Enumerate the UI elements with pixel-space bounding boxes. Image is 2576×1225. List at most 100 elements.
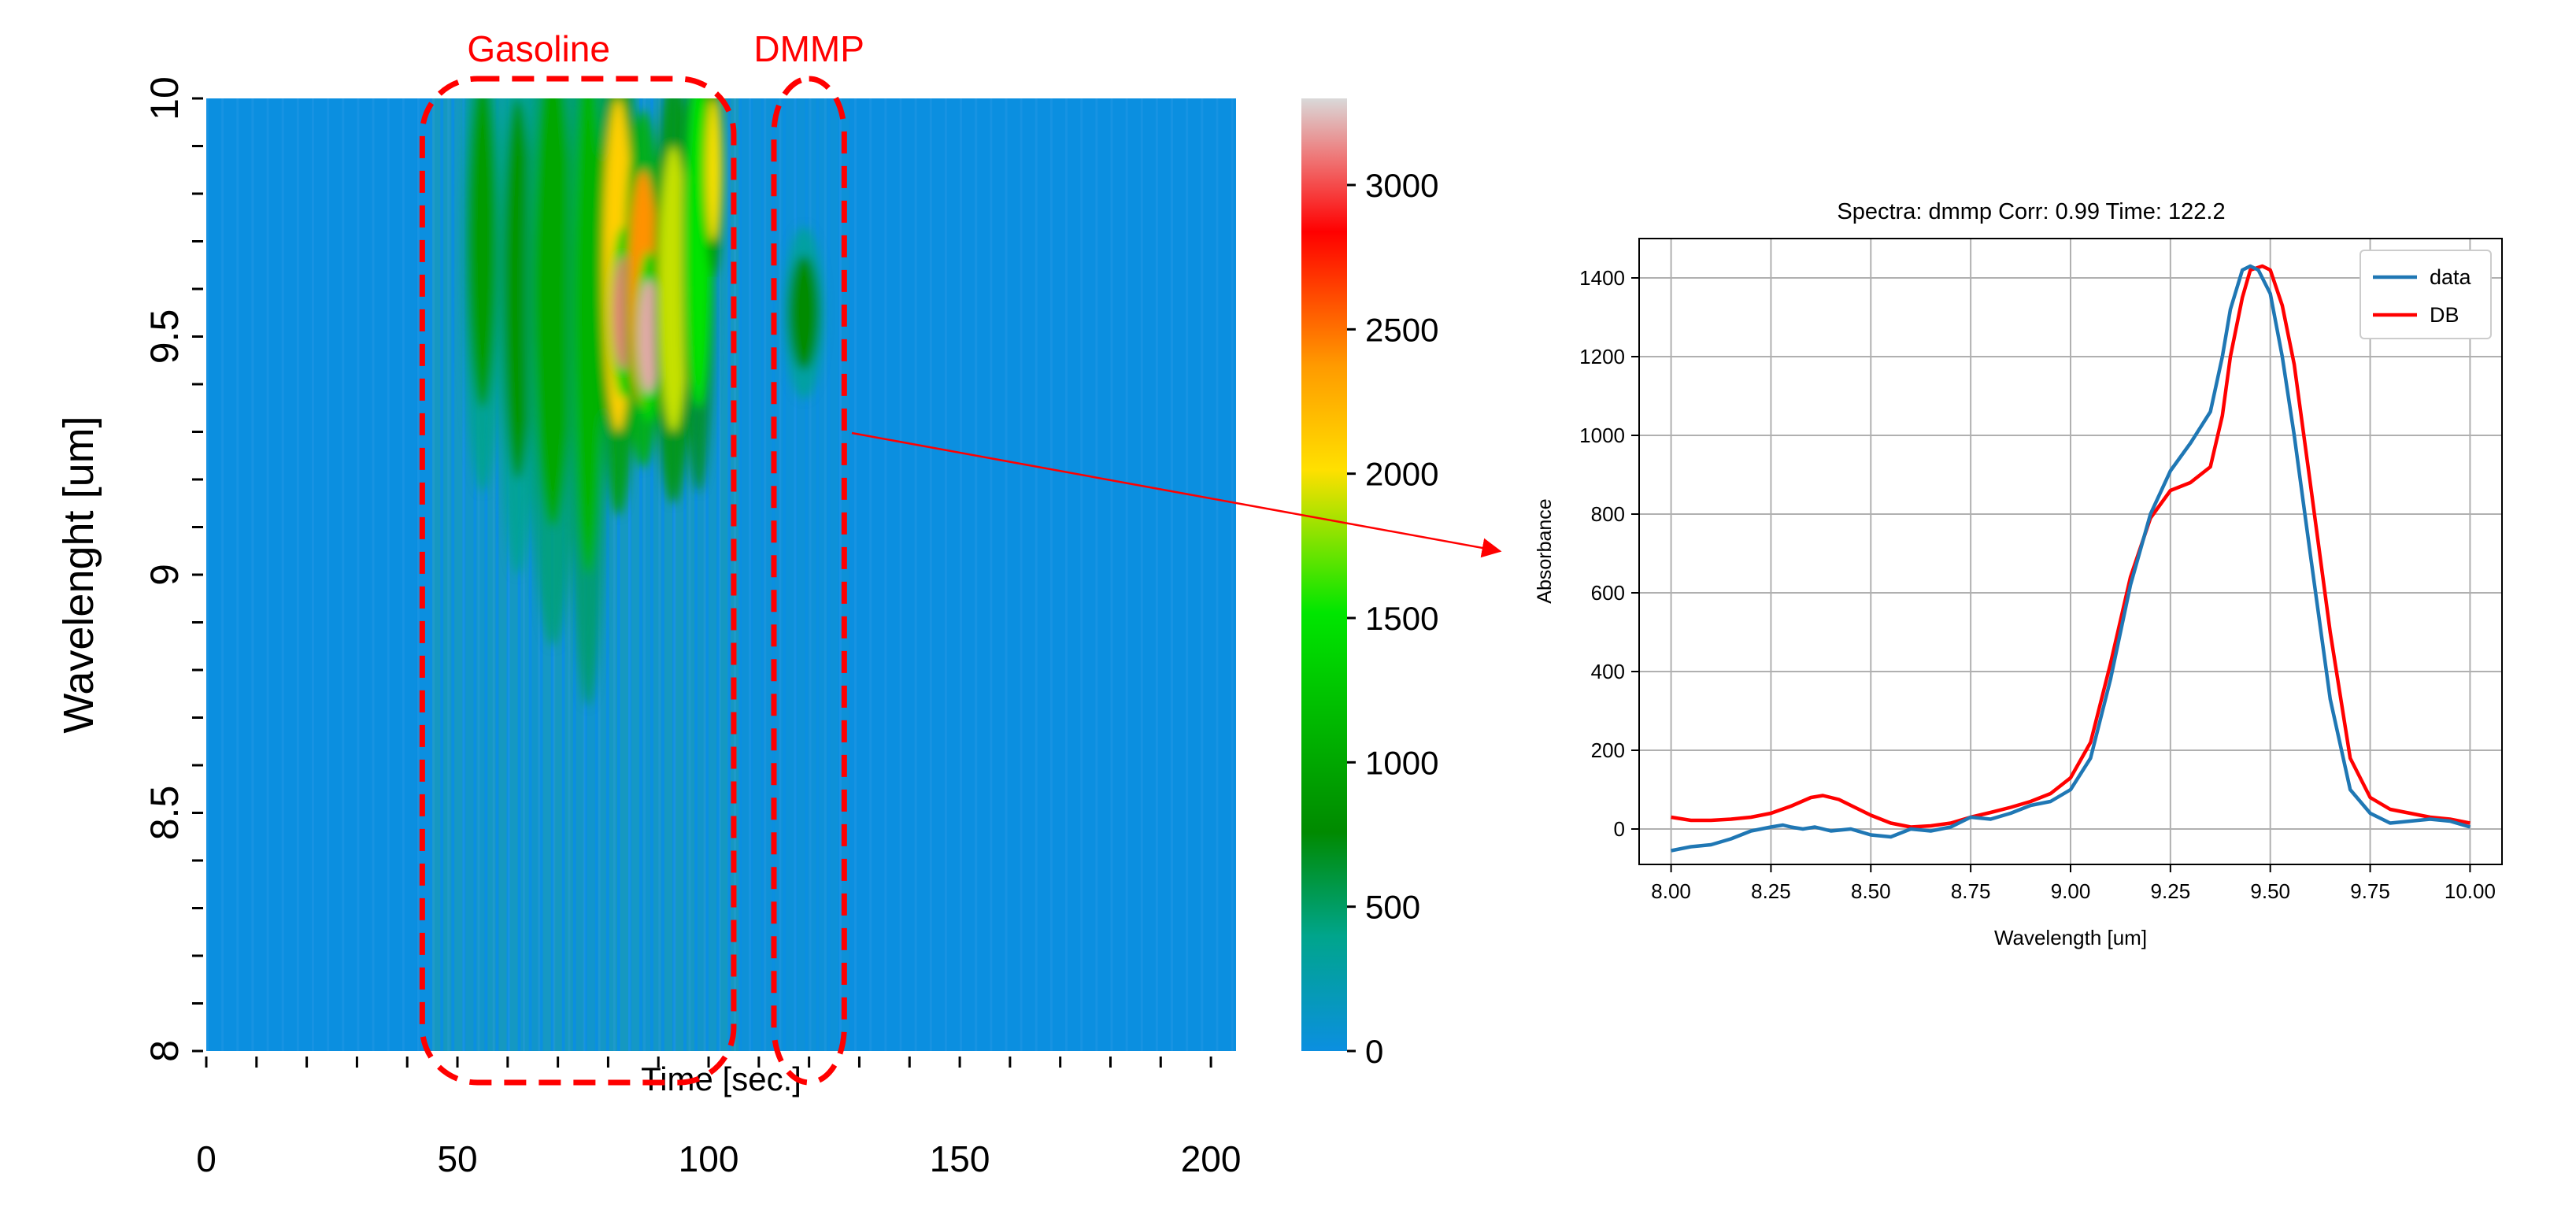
heatmap-grain [1034, 98, 1038, 1051]
colorbar-tick-label: 1500 [1365, 600, 1438, 637]
heatmap-grain [944, 98, 947, 1051]
heatmap-streak [819, 98, 827, 1051]
line-chart-x-tick-label: 10.00 [2445, 879, 2496, 903]
heatmap-grain [327, 98, 330, 1051]
heatmap-y-tick-label: 8.5 [142, 786, 187, 841]
heatmap-streak [664, 98, 673, 1051]
heatmap-grain [914, 98, 917, 1051]
heatmap-streak [797, 98, 805, 1051]
line-chart-y-axis: 0 200 400 600 800 1000 1200 1400 [1579, 266, 1639, 841]
line-chart-x-tick-label: 8.00 [1651, 879, 1691, 903]
annotation-label-gasoline: Gasoline [467, 28, 610, 69]
line-chart-x-tick-label: 9.75 [2350, 879, 2390, 903]
colorbar-tick-label: 2500 [1365, 311, 1438, 348]
heatmap-hotspot [638, 279, 659, 394]
heatmap-streak [709, 98, 717, 1051]
series-line-data [1671, 264, 2471, 853]
heatmap-grain [718, 98, 721, 1051]
line-chart-y-tick-label: 200 [1591, 738, 1625, 762]
heatmap-streak [465, 98, 474, 1051]
colorbar-tick-label: 2000 [1365, 456, 1438, 493]
line-chart-x-axis: 8.00 8.25 8.50 8.75 9.00 9.25 9.50 9.75 10.00 [1651, 864, 2496, 903]
line-chart-x-tick-label: 8.75 [1951, 879, 1991, 903]
heatmap-grain [266, 98, 269, 1051]
heatmap-x-tick-label: 100 [679, 1138, 739, 1179]
heatmap-grain [1020, 98, 1023, 1051]
heatmap-grain [492, 98, 495, 1051]
heatmap-hotspot [532, 98, 573, 527]
line-chart-y-tick-label: 600 [1591, 581, 1625, 605]
heatmap-hotspot [572, 98, 604, 575]
heatmap-grain [869, 98, 872, 1051]
line-chart-y-axis-label: Absorbance [1534, 498, 1556, 603]
heatmap-grain [342, 98, 345, 1051]
line-chart-x-tick-label: 9.25 [2151, 879, 2191, 903]
colorbar-tick-label: 0 [1365, 1033, 1383, 1070]
heatmap-grain [1125, 98, 1128, 1051]
line-chart-title: Spectra: dmmp Corr: 0.99 Time: 122.2 [1837, 199, 2225, 224]
heatmap-x-axis: 0 50 100 150 200 [196, 1057, 1241, 1179]
heatmap-grain [899, 98, 902, 1051]
heatmap-hotspot [502, 98, 533, 479]
heatmap-hotspot [467, 98, 498, 409]
heatmap-grain [688, 98, 691, 1051]
heatmap-y-axis: 8 8.5 9 9.5 10 [142, 76, 203, 1062]
line-chart-grid [1639, 239, 2502, 864]
heatmap-streak [841, 98, 849, 1051]
annotation-box-dmmp [771, 76, 847, 1086]
heatmap-grain [432, 98, 435, 1051]
colorbar-tick-label: 1000 [1365, 744, 1438, 781]
heatmap-grain [221, 98, 224, 1051]
line-chart-x-tick-label: 8.50 [1851, 879, 1891, 903]
heatmap-streak [830, 98, 838, 1051]
colorbar-tick-label: 500 [1365, 889, 1420, 926]
heatmap-streak [653, 98, 662, 1051]
heatmap-grain [1201, 98, 1204, 1051]
line-chart-y-tick-label: 400 [1591, 660, 1625, 683]
spectra-line-chart: Spectra: dmmp Corr: 0.99 Time: 122.2 8.0… [1534, 199, 2503, 949]
heatmap-grain [643, 98, 646, 1051]
line-chart-y-tick-label: 800 [1591, 502, 1625, 526]
heatmap-y-tick-label: 9 [142, 564, 187, 586]
heatmap-grain [357, 98, 360, 1051]
line-chart-y-tick-label: 1000 [1579, 424, 1625, 447]
heatmap-streak [564, 98, 573, 1051]
heatmap-streak [454, 98, 463, 1051]
heatmap-grain [1231, 98, 1234, 1051]
heatmap-grain [703, 98, 706, 1051]
heatmap-streak [786, 98, 794, 1051]
heatmap-grain [975, 98, 978, 1051]
heatmap-grain [296, 98, 299, 1051]
heatmap-streak [531, 98, 540, 1051]
heatmap-annotations: Gasoline DMMP [419, 28, 864, 1086]
line-chart-legend: data DB [2359, 250, 2492, 339]
colorbar-gradient [1301, 98, 1347, 1051]
heatmap-grain [447, 98, 450, 1051]
heatmap-grain [507, 98, 510, 1051]
heatmap-grain [838, 98, 842, 1051]
heatmap-grain [613, 98, 616, 1051]
line-chart-x-tick-label: 9.00 [2051, 879, 2091, 903]
heatmap-grain [673, 98, 676, 1051]
heatmap-x-tick-label: 200 [1181, 1138, 1242, 1179]
heatmap-grain [281, 98, 284, 1051]
heatmap-grain [1080, 98, 1083, 1051]
heatmap-grain [251, 98, 254, 1051]
legend-label-data: data [2430, 265, 2472, 289]
heatmap-grain [884, 98, 887, 1051]
heatmap-grain [1216, 98, 1219, 1051]
heatmap-streak [775, 98, 783, 1051]
heatmap-grain [627, 98, 631, 1051]
heatmap-grain [1110, 98, 1113, 1051]
legend-label-db: DB [2430, 303, 2459, 327]
heatmap-grain [809, 98, 812, 1051]
heatmap-grain [824, 98, 827, 1051]
heatmap-grain [658, 98, 661, 1051]
heatmap-y-tick-label: 9.5 [142, 309, 187, 365]
heatmap-grain [929, 98, 932, 1051]
line-chart-y-tick-label: 0 [1614, 817, 1625, 841]
heatmap-grain [311, 98, 314, 1051]
heatmap-streak [753, 98, 761, 1051]
heatmap-grain [1049, 98, 1053, 1051]
heatmap-grain [568, 98, 571, 1051]
